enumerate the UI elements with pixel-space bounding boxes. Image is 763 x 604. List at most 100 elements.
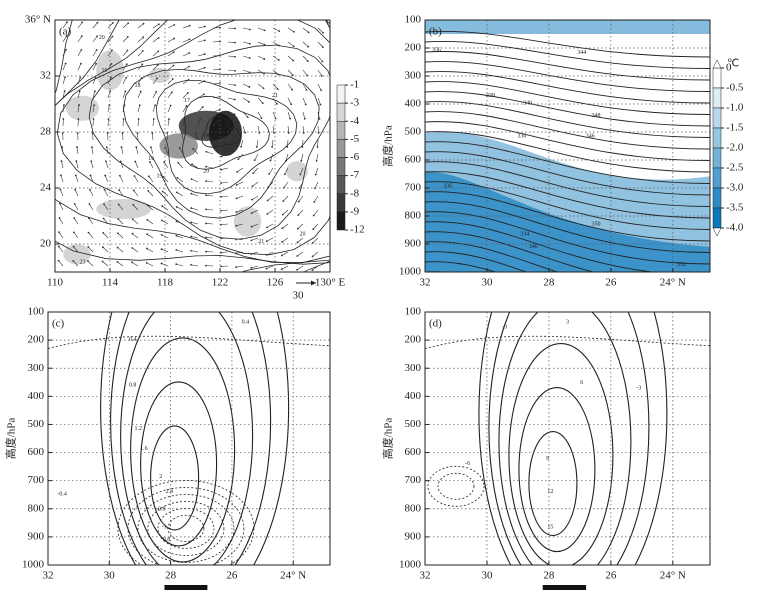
- wind-vector: [167, 65, 174, 71]
- vector-head: [250, 253, 253, 256]
- y-tick-label: 1000: [399, 559, 422, 571]
- wind-vector: [167, 24, 175, 29]
- wind-vector: [137, 91, 142, 99]
- wind-vector: [236, 209, 244, 213]
- contour-label: 344: [577, 50, 586, 56]
- x-tick-label: 32: [420, 277, 431, 289]
- contour-line: [120, 312, 254, 565]
- vector-head: [110, 63, 113, 65]
- vector-head: [191, 163, 193, 166]
- wind-vector: [282, 209, 289, 215]
- y-axis-label: 高度/hPa: [381, 418, 395, 460]
- vector-head: [160, 262, 163, 265]
- y-axis-label: 高度/hPa: [4, 418, 18, 460]
- vector-head: [134, 160, 137, 163]
- vector-head: [146, 247, 148, 250]
- contour-label: 1.2: [134, 426, 142, 432]
- vector-head: [111, 22, 114, 24]
- wind-vector: [167, 119, 170, 127]
- vector-head: [95, 62, 98, 65]
- x-tick-label: 110: [47, 277, 64, 289]
- wind-vector: [103, 218, 109, 225]
- y-tick-label: 20: [40, 238, 52, 250]
- vector-head: [147, 189, 150, 192]
- contour-line: [425, 221, 657, 272]
- contour-line: [425, 81, 710, 115]
- contour-line: [425, 91, 710, 127]
- contour-label: 12: [547, 489, 553, 495]
- wind-vector: [137, 23, 144, 29]
- wind-vector: [148, 176, 154, 183]
- wind-vector: [60, 189, 64, 197]
- vector-head: [251, 198, 253, 201]
- vector-head: [63, 90, 66, 93]
- vector-head: [220, 265, 222, 268]
- marker-bar: [164, 585, 208, 590]
- vector-head: [262, 87, 265, 90]
- wind-vector: [272, 83, 278, 90]
- vector-head: [205, 222, 207, 225]
- wind-vector: [76, 147, 79, 155]
- vector-head: [73, 202, 76, 205]
- vector-head: [234, 55, 236, 58]
- wind-vector: [206, 209, 214, 211]
- vector-head: [205, 264, 207, 267]
- y-tick-label: 600: [28, 446, 45, 458]
- wind-vector: [58, 246, 64, 253]
- vector-head: [92, 118, 95, 120]
- vector-head: [220, 237, 222, 240]
- contour-line: [201, 116, 242, 148]
- wind-vector: [104, 189, 109, 197]
- contour-line: [150, 425, 200, 531]
- wind-vector: [237, 167, 244, 173]
- colorbar-cell: [336, 121, 346, 140]
- vector-head: [88, 203, 91, 205]
- x-tick-label: 28: [543, 277, 555, 289]
- colorbar-tick-label: -3.0: [726, 182, 744, 194]
- vector-head: [190, 263, 192, 266]
- vector-head: [203, 39, 206, 42]
- vector-head: [185, 105, 188, 107]
- wind-vector: [191, 178, 199, 183]
- vector-head: [268, 172, 271, 175]
- contour-label: -6: [465, 461, 470, 467]
- vector-head: [178, 146, 181, 149]
- wind-vector: [281, 237, 289, 243]
- wind-vector: [119, 175, 124, 183]
- vector-head: [255, 145, 258, 148]
- wind-vector: [163, 162, 169, 169]
- wind-vector: [62, 63, 66, 71]
- y-tick-label: 700: [28, 474, 45, 486]
- wind-vector: [161, 248, 169, 253]
- y-tick-label: 800: [405, 210, 422, 222]
- wind-vector: [227, 83, 235, 86]
- contour-label: 16: [148, 156, 154, 162]
- wind-vector: [148, 190, 154, 197]
- wind-vector: [236, 181, 244, 186]
- contour-label: 346: [586, 133, 595, 139]
- wind-vector: [252, 181, 259, 187]
- vector-head: [152, 118, 155, 120]
- vector-head: [292, 30, 295, 33]
- wind-vector: [297, 223, 304, 229]
- vector-head: [233, 98, 236, 101]
- wind-vector: [149, 161, 154, 169]
- vector-head: [190, 235, 193, 238]
- vector-head: [315, 159, 318, 162]
- vector-head: [145, 261, 148, 264]
- vector-head: [173, 37, 175, 40]
- colorbar-tick-label: -12: [350, 224, 365, 236]
- vector-head: [313, 200, 316, 203]
- wind-vector: [92, 77, 96, 85]
- x-tick-label: 118: [157, 277, 174, 289]
- vector-head: [244, 131, 247, 134]
- vector-head: [76, 132, 79, 134]
- vector-head: [72, 259, 75, 262]
- colorbar-tick-label: -4.0: [726, 222, 744, 234]
- wind-vector: [206, 166, 214, 169]
- contour-label: 20: [203, 169, 209, 175]
- vector-head: [123, 104, 126, 107]
- vector-head: [281, 213, 284, 216]
- wind-vector: [242, 69, 250, 73]
